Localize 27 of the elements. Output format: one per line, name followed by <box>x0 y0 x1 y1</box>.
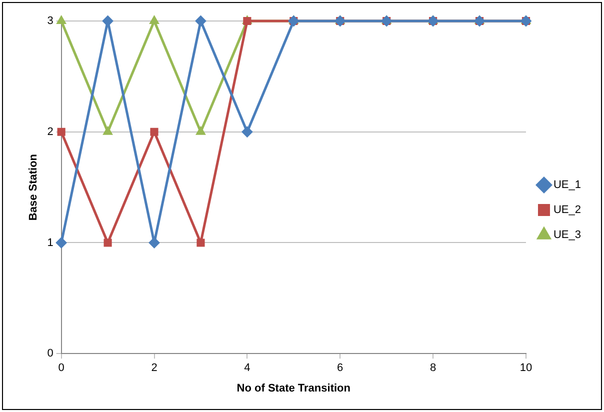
legend-label: UE_1 <box>553 179 582 192</box>
legend-label: UE_3 <box>553 229 582 242</box>
y-tick-label: 1 <box>47 236 54 249</box>
point <box>102 16 114 26</box>
x-axis-title: No of State Transition <box>236 382 351 394</box>
y-tick-label: 3 <box>47 15 54 28</box>
y-tick-label: 0 <box>47 348 54 360</box>
x-tick-label: 0 <box>58 362 64 374</box>
point <box>104 238 112 247</box>
point <box>56 237 67 248</box>
point <box>242 126 253 138</box>
x-tick-label: 4 <box>244 362 250 374</box>
x-tick-label: 2 <box>151 362 158 374</box>
point <box>149 16 160 24</box>
point <box>196 238 205 247</box>
point <box>150 128 158 136</box>
point <box>102 126 113 135</box>
point <box>196 126 206 135</box>
y-axis-title: Base Station <box>28 154 40 221</box>
x-tick-label: 10 <box>520 362 532 374</box>
point <box>148 237 160 248</box>
x-tick-label: 8 <box>430 362 436 374</box>
point <box>56 16 66 24</box>
x-tick-label: 6 <box>337 362 344 374</box>
legend-label: UE_2 <box>553 204 582 216</box>
point <box>195 16 206 26</box>
y-tick-label: 2 <box>47 126 54 138</box>
